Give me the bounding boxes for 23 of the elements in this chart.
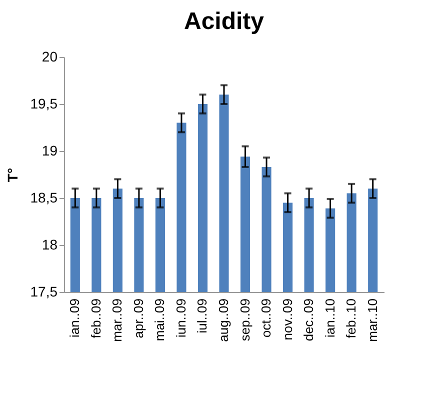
x-tick-label: nov..09 [280,298,295,340]
x-tick-label: oct..09 [258,298,274,338]
x-tick-label: feb..10 [344,298,359,338]
x-tick-label: iul..09 [194,298,210,334]
y-tick-label: 18 [42,236,58,252]
x-tick-label: mai..09 [152,298,168,342]
x-tick-label: ian..10 [322,298,338,338]
x-tick-label: dec..09 [301,298,316,342]
x-tick-label: mar..10 [364,298,380,342]
y-axis-title: T° [4,168,20,182]
x-tick-label: ian..09 [67,298,82,338]
x-tick-label: feb..09 [88,298,104,338]
x-tick-label: aug..09 [216,298,231,342]
y-tick-label: 18,5 [30,190,58,206]
y-tick-label: 17,5 [30,284,58,300]
x-tick-label: apr..09 [130,298,146,338]
x-tick-label: sep..09 [237,298,252,342]
x-tick-label: iun..09 [173,298,188,338]
x-tick-label: mar..09 [110,298,125,342]
y-tick-label: 19 [42,142,58,158]
y-tick-label: 20 [42,48,58,64]
y-tick-label: 19,5 [30,96,58,112]
chart-title: Acidity [184,8,265,35]
